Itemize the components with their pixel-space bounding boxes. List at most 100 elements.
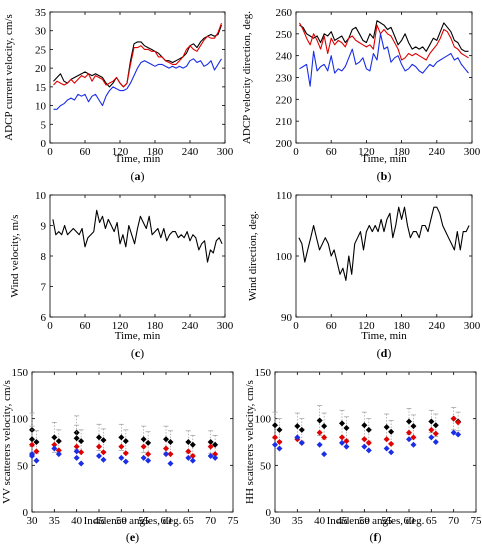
x-tick-label: 70 [205, 515, 217, 527]
scatter-point [185, 439, 191, 445]
y-tick-label: 0 [23, 507, 29, 519]
scatter-point [276, 427, 282, 433]
scatter-point [384, 436, 390, 442]
y-axis-label: ADCP velocity direction, deg. [241, 11, 253, 144]
x-tick-label: 300 [464, 320, 481, 332]
scatter-point [361, 444, 367, 450]
scatter-point [317, 418, 323, 424]
scatter-point [276, 439, 282, 445]
x-tick-label: 0 [47, 320, 53, 332]
scatter-point [428, 418, 434, 424]
panel-label: (b) [377, 169, 392, 183]
scatter-point [33, 439, 39, 445]
scatter-point [299, 427, 305, 433]
x-tick-label: 240 [182, 146, 199, 158]
x-axis-label: Incidence angles, deg. [84, 515, 182, 527]
y-axis-label: Wind velocity, m/s [9, 215, 21, 298]
x-tick-label: 40 [71, 515, 83, 527]
scatter-point [29, 436, 35, 442]
scatter-point [388, 441, 394, 447]
x-tick-label: 240 [429, 146, 446, 158]
scatter-point [321, 423, 327, 429]
scatter-point [343, 444, 349, 450]
plot-frame [50, 12, 225, 143]
scatter-point [78, 460, 84, 466]
x-tick-label: 0 [293, 146, 299, 158]
series-line-0 [54, 25, 222, 87]
plot-frame [32, 372, 233, 512]
x-tick-label: 40 [314, 515, 326, 527]
scatter-point [406, 418, 412, 424]
scatter-point [433, 431, 439, 437]
y-tick-label: 210 [276, 116, 293, 128]
y-tick-label: 35 [35, 7, 47, 19]
x-tick-label: 65 [426, 515, 438, 527]
x-tick-label: 60 [80, 320, 92, 332]
scatter-point [145, 458, 151, 464]
scatter-point [123, 450, 129, 456]
y-tick-label: 10 [35, 101, 47, 113]
y-tick-label: 150 [12, 367, 29, 379]
scatter-point [141, 436, 147, 442]
scatter-point [433, 422, 439, 428]
y-tick-label: 7 [41, 282, 47, 294]
y-axis-label: HH scatterers velocity, cm/s [244, 380, 256, 504]
scatter-point [123, 459, 129, 465]
y-axis-label: Wind direction, deg. [247, 211, 259, 301]
series-line-1 [54, 23, 222, 87]
x-tick-label: 60 [80, 146, 92, 158]
scatter-point [294, 423, 300, 429]
plot-frame [296, 12, 472, 143]
y-tick-label: 100 [255, 414, 272, 426]
scatter-point [428, 427, 434, 433]
x-axis-label: Incidence angles, deg. [327, 515, 425, 527]
scatter-point [118, 444, 124, 450]
series-line-1 [300, 23, 469, 60]
y-tick-label: 240 [276, 51, 293, 63]
scatter-point [100, 457, 106, 463]
y-tick-label: 110 [276, 190, 293, 202]
scatter-point [51, 434, 57, 440]
scatter-point [96, 444, 102, 450]
x-tick-label: 35 [49, 515, 61, 527]
y-tick-label: 150 [255, 367, 272, 379]
y-axis-label: VV scatterers velocity, cm/s [1, 380, 13, 504]
scatter-point [167, 460, 173, 466]
scatter-point [118, 434, 124, 440]
y-tick-label: 10 [35, 190, 47, 202]
y-tick-label: 0 [41, 138, 47, 150]
x-axis-label: Time, min [115, 330, 161, 342]
x-tick-label: 30 [270, 515, 282, 527]
scatter-point [96, 434, 102, 440]
scatter-point [272, 422, 278, 428]
scatter-point [74, 435, 80, 441]
y-tick-label: 200 [276, 138, 293, 150]
plot-frame [296, 195, 472, 317]
y-tick-label: 50 [17, 460, 29, 472]
series-line-0 [53, 210, 222, 262]
scatter-point [123, 438, 129, 444]
y-tick-label: 20 [35, 63, 47, 75]
y-tick-label: 30 [35, 26, 47, 38]
scatter-point [272, 434, 278, 440]
scatter-point [428, 434, 434, 440]
series-line-0 [299, 207, 469, 280]
x-tick-label: 70 [448, 515, 460, 527]
x-tick-label: 65 [183, 515, 195, 527]
x-axis-label: Time, min [115, 153, 161, 165]
x-tick-label: 30 [27, 515, 39, 527]
scatter-point [78, 438, 84, 444]
x-tick-label: 75 [228, 515, 240, 527]
x-tick-label: 300 [464, 146, 481, 158]
y-tick-label: 8 [41, 251, 47, 263]
panel-label: (d) [377, 346, 392, 360]
scatter-point [163, 436, 169, 442]
scatter-point [96, 453, 102, 459]
scatter-point [317, 430, 323, 436]
panel-label: (e) [126, 530, 139, 544]
x-axis-label: Time, min [361, 330, 407, 342]
